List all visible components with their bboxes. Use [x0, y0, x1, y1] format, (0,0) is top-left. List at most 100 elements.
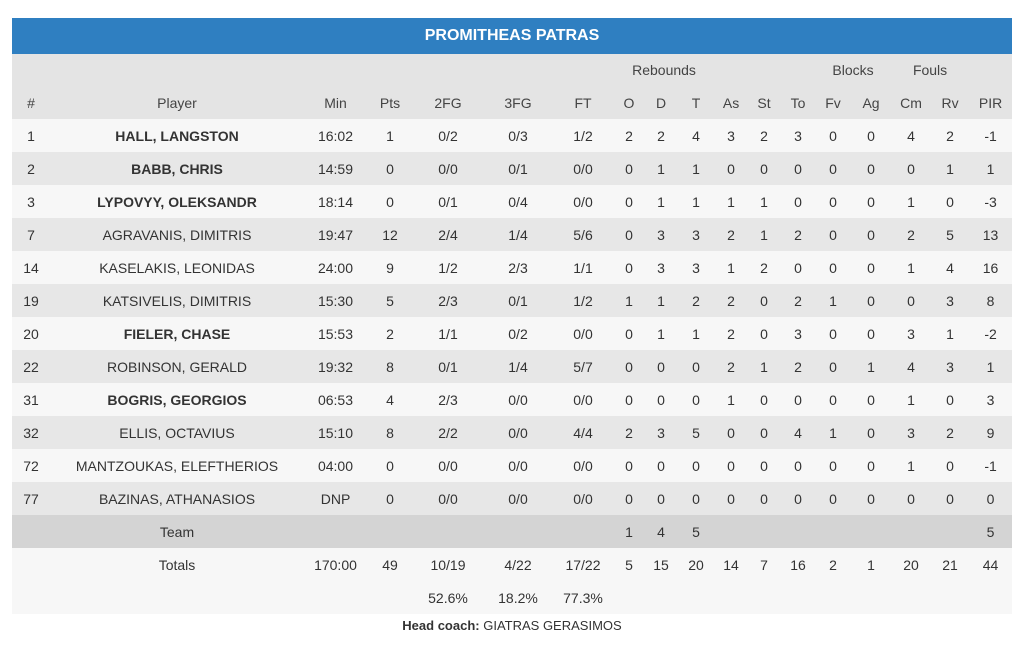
stat-cell: 15:53 — [317, 325, 354, 342]
stat-cell: 0 — [946, 193, 954, 210]
stat-cell: -1 — [984, 457, 997, 474]
stat-cell: 0 — [657, 358, 665, 375]
stat-cell: 9 — [386, 259, 394, 276]
stat-cell: -1 — [984, 127, 997, 144]
stat-cell: 0 — [692, 358, 700, 375]
stat-cell: 1 — [760, 226, 768, 243]
stat-cell: 0 — [867, 424, 875, 441]
stat-cell: 0 — [829, 127, 837, 144]
stat-cell: 0/0 — [573, 391, 593, 408]
stat-cell: 77 — [23, 490, 39, 507]
stat-cell: DNP — [320, 490, 351, 507]
head-coach-name: GIATRAS GERASIMOS — [483, 618, 622, 633]
stat-cell: 0 — [625, 259, 633, 276]
stat-cell: 2 — [760, 127, 768, 144]
stat-cell: 15:30 — [317, 292, 354, 309]
stat-cell: 0 — [625, 160, 633, 177]
stat-cell: 1 — [946, 325, 954, 342]
stat-cell: 0 — [692, 391, 700, 408]
column-header: Ag — [851, 86, 892, 119]
stat-cell: 1 — [386, 127, 394, 144]
stat-cell: 0 — [386, 490, 394, 507]
stat-cell: 1/4 — [508, 226, 528, 243]
stat-cell: 21 — [942, 556, 958, 573]
player-name: KASELAKIS, LEONIDAS — [99, 259, 255, 276]
stat-cell: 1 — [657, 325, 665, 342]
stat-cell: 0 — [794, 193, 802, 210]
player-row: 2 BABB, CHRIS 14:59 0 0/0 0/1 0/0 0 1 1 0 0 0 0 0 0 1 1 — [12, 152, 1013, 185]
stat-cell: 8 — [386, 358, 394, 375]
stat-cell: 0 — [829, 160, 837, 177]
column-header: Pts — [367, 86, 413, 119]
stat-cell: 0/0 — [508, 490, 528, 507]
stat-cell: 0 — [829, 391, 837, 408]
stat-cell: 0/0 — [573, 457, 593, 474]
stat-cell: 2 — [386, 325, 394, 342]
stat-cell: 2/3 — [438, 292, 458, 309]
stat-cell: 0 — [829, 259, 837, 276]
column-header: St — [747, 86, 782, 119]
player-name: MANTZOUKAS, ELEFTHERIOS — [75, 457, 279, 474]
stat-cell: 06:53 — [317, 391, 354, 408]
stat-cell: 0 — [867, 391, 875, 408]
player-name: BOGRIS, GEORGIOS — [107, 391, 247, 408]
stat-cell: 1 — [657, 292, 665, 309]
stat-cell: 1 — [986, 160, 995, 177]
stat-cell: 2 — [760, 259, 768, 276]
stat-cell: 0 — [907, 292, 915, 309]
stat-cell: 20 — [903, 556, 919, 573]
stat-cell: 0 — [727, 160, 735, 177]
stat-cell: 0/0 — [573, 193, 593, 210]
stat-cell: 0/0 — [438, 457, 458, 474]
stat-cell: 0 — [625, 490, 633, 507]
column-header: 3FG — [483, 86, 553, 119]
stat-cell: -3 — [984, 193, 997, 210]
stat-cell: 1 — [727, 259, 735, 276]
stat-cell: 19:32 — [317, 358, 354, 375]
stat-cell: 2 — [27, 160, 35, 177]
team-row: Team 1 4 5 5 — [12, 515, 1013, 548]
rebounds-header: Rebounds — [613, 54, 716, 86]
stat-cell: 0/0 — [573, 160, 593, 177]
player-row: 19 KATSIVELIS, DIMITRIS 15:30 5 2/3 0/1 1/2 1 1 2… — [12, 284, 1013, 317]
stat-cell: 0 — [760, 424, 768, 441]
stat-cell: 0 — [386, 193, 394, 210]
stat-cell: 1 — [657, 193, 665, 210]
stat-cell: 49 — [382, 556, 398, 573]
stat-cell: 2 — [794, 358, 802, 375]
stat-cell: 19 — [23, 292, 39, 309]
stat-cell: 0 — [760, 457, 768, 474]
stat-cell: 3 — [727, 127, 735, 144]
stat-cell: 3 — [794, 127, 802, 144]
stat-cell: 2/3 — [438, 391, 458, 408]
head-coach: Head coach: GIATRAS GERASIMOS — [0, 618, 1024, 633]
blocks-header: Blocks — [815, 54, 892, 86]
stat-cell: 24:00 — [317, 259, 354, 276]
stat-cell: 0 — [794, 490, 802, 507]
stat-cell: 0 — [625, 457, 633, 474]
totals-row: Totals 170:00 49 10/19 4/22 17/22 5 15 20 14 7 16 2 1… — [12, 548, 1013, 581]
stat-cell: 1 — [27, 127, 35, 144]
stat-cell: 0 — [829, 358, 837, 375]
stat-cell: 0/1 — [508, 292, 528, 309]
column-header: Min — [304, 86, 367, 119]
stat-cell: 0/1 — [438, 358, 458, 375]
stat-cell: 4 — [946, 259, 954, 276]
stat-cell: 1 — [829, 424, 837, 441]
stat-cell: 0 — [692, 490, 700, 507]
stat-cell: 8 — [986, 292, 995, 309]
stat-cell: 2 — [727, 358, 735, 375]
stat-cell: 2/2 — [438, 424, 458, 441]
stat-cell: 1 — [760, 193, 768, 210]
stat-cell: 2 — [657, 127, 665, 144]
players-body: 1 HALL, LANGSTON 16:02 1 0/2 0/3 1/2 2 2 4 3 2 3 0 0 4 2… — [12, 119, 1013, 614]
stat-cell: 2 — [794, 292, 802, 309]
stat-cell: 1 — [692, 193, 700, 210]
stat-cell: 1 — [727, 391, 735, 408]
stat-cell: 10/19 — [430, 556, 466, 573]
stat-cell: 0 — [625, 325, 633, 342]
fouls-header: Fouls — [891, 54, 970, 86]
stat-cell: 0/0 — [508, 457, 528, 474]
stat-cell: 3 — [907, 325, 915, 342]
stat-cell: 1 — [625, 292, 633, 309]
